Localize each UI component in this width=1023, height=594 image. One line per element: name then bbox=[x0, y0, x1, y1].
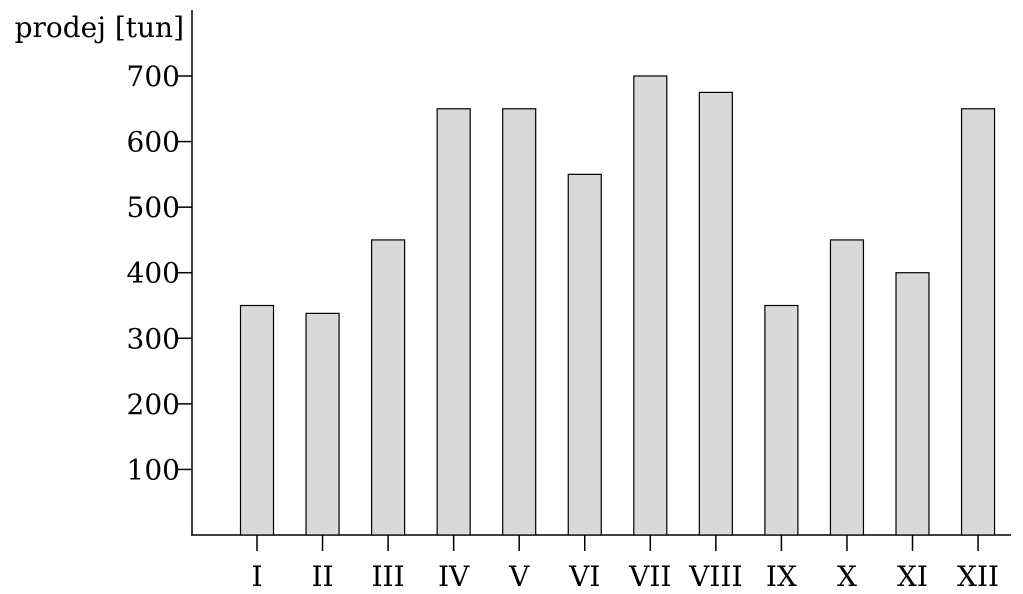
x-tick-label: I bbox=[251, 560, 262, 593]
x-tick-label: III bbox=[372, 560, 405, 593]
bar bbox=[698, 91, 733, 536]
bar bbox=[305, 312, 340, 536]
x-tick-label: II bbox=[311, 560, 333, 593]
bar bbox=[764, 304, 799, 536]
bar bbox=[436, 108, 471, 536]
x-tick-label: VI bbox=[568, 560, 600, 593]
x-tick-label: XI bbox=[897, 560, 928, 593]
bar bbox=[567, 173, 602, 536]
x-ticks: I II III IV V VI VII VIII IX X XI XII bbox=[251, 535, 999, 593]
bars bbox=[239, 75, 996, 536]
y-tick-label: 600 bbox=[127, 126, 180, 159]
y-tick-label: 100 bbox=[127, 453, 180, 486]
x-tick-label: IV bbox=[438, 560, 470, 593]
x-tick-label: V bbox=[508, 560, 530, 593]
y-tick-label: 500 bbox=[127, 191, 180, 224]
y-tick-label: 700 bbox=[127, 60, 180, 93]
bar bbox=[960, 108, 996, 536]
y-tick-label: 300 bbox=[127, 322, 180, 355]
bar bbox=[895, 272, 930, 536]
x-tick-label: IX bbox=[766, 560, 797, 593]
y-axis-label: prodej [tun] bbox=[15, 11, 184, 44]
x-tick-label: VIII bbox=[688, 560, 742, 593]
x-tick-label: X bbox=[837, 560, 857, 593]
x-tick-label: VII bbox=[628, 560, 671, 593]
x-tick-label: XII bbox=[957, 560, 999, 593]
y-tick-label: 200 bbox=[127, 388, 180, 421]
bar bbox=[502, 108, 537, 536]
bar bbox=[829, 239, 865, 536]
bar bbox=[633, 75, 668, 536]
bar bbox=[239, 304, 275, 536]
y-tick-label: 400 bbox=[127, 257, 180, 290]
bar bbox=[371, 239, 406, 536]
y-ticks: 100 200 300 400 500 600 700 bbox=[127, 60, 192, 486]
